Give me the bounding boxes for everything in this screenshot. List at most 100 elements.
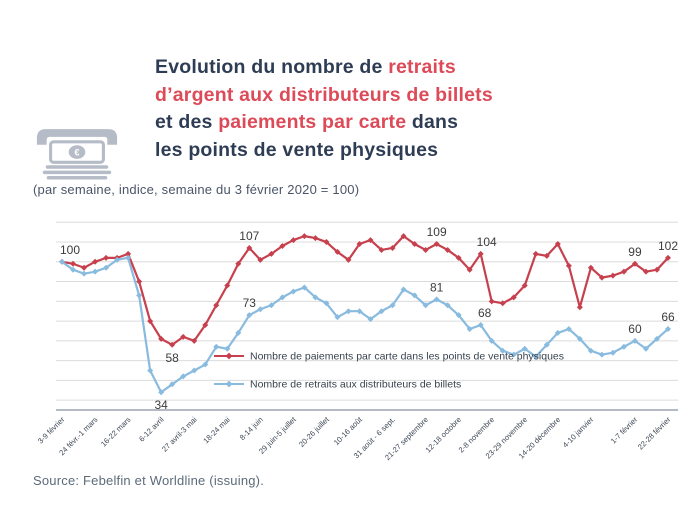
legend: Nombre de paiements par carte dans les p… (214, 351, 564, 391)
data-point-marker (312, 235, 319, 242)
data-point-marker (488, 298, 495, 305)
data-point-marker (158, 335, 165, 342)
x-tick-label: 4-10 janvier (561, 415, 596, 450)
note-stack-line-1 (45, 165, 109, 169)
data-point-marker (92, 258, 99, 265)
data-point-marker (587, 264, 594, 271)
data-point-marker (125, 250, 132, 257)
data-point-marker (290, 288, 297, 295)
data-point-marker (279, 242, 286, 249)
data-point-marker (235, 260, 242, 267)
data-point-marker (554, 241, 561, 248)
data-point-marker (70, 260, 77, 267)
data-point-marker (268, 250, 275, 257)
data-point-marker (136, 278, 143, 285)
data-point-marker (81, 270, 88, 277)
data-point-marker (620, 343, 627, 350)
data-point-marker (345, 256, 352, 263)
data-point-marker (268, 302, 275, 309)
data-point-marker (125, 254, 132, 261)
cash-slot-shape (36, 129, 118, 145)
data-point-marker (301, 284, 308, 291)
data-point-marker (246, 244, 253, 251)
data-point-label: 107 (239, 229, 259, 243)
data-point-label: 109 (427, 225, 447, 239)
title-segment: et des (155, 111, 219, 133)
page-title: Evolution du nombre de retraits d’argent … (155, 54, 615, 164)
data-point-marker (631, 260, 638, 267)
source-note: Source: Febelfin et Worldline (issuing). (33, 473, 265, 488)
data-point-label: 102 (658, 239, 678, 253)
data-point-marker (389, 244, 396, 251)
euro-emblem (68, 145, 86, 159)
x-tick-label: 6-12 avril (137, 415, 166, 444)
data-point-marker (510, 294, 517, 301)
data-point-marker (389, 302, 396, 309)
data-point-marker (587, 347, 594, 354)
data-point-marker (444, 246, 451, 253)
data-point-marker (488, 337, 495, 344)
x-tick-label: 18-24 mai (201, 415, 231, 445)
series-card-payments: 100 58 107 109 104 99 102 (59, 225, 678, 365)
title-line: les points de vente physiques (155, 137, 615, 165)
data-point-marker (202, 322, 209, 329)
data-point-marker (334, 248, 341, 255)
data-point-marker (136, 292, 143, 299)
data-point-marker (510, 351, 517, 358)
data-point-marker (356, 308, 363, 315)
data-point-marker (653, 266, 660, 273)
data-point-label: 60 (628, 322, 642, 336)
data-point-marker (499, 300, 506, 307)
x-tick-label: 10-16 août (332, 414, 365, 447)
note-stack-line-3 (46, 176, 108, 180)
data-point-marker (367, 237, 374, 244)
title-segment: les points de vente physiques (155, 138, 439, 161)
data-point-marker (301, 233, 308, 240)
data-point-marker (235, 329, 242, 336)
gridlines (56, 221, 678, 401)
data-point-marker (191, 337, 198, 344)
data-point-marker (411, 292, 418, 299)
data-point-label: 99 (628, 245, 642, 259)
data-point-marker (367, 316, 374, 323)
data-point-marker (521, 282, 528, 289)
title-line: d’argent aux distributeurs de billets (155, 82, 615, 110)
data-point-marker (114, 256, 121, 263)
data-point-marker (334, 314, 341, 321)
data-point-marker (433, 241, 440, 248)
data-point-marker (180, 373, 187, 380)
data-point-marker (81, 264, 88, 271)
data-point-marker (323, 239, 330, 246)
data-point-marker (191, 367, 198, 374)
x-tick-label: 27 avril-3 mai (160, 415, 199, 454)
data-point-label: 58 (166, 351, 180, 365)
series-line (60, 235, 670, 346)
data-point-marker (609, 349, 616, 356)
data-point-marker (466, 325, 473, 332)
data-point-marker (598, 351, 605, 358)
data-point-marker (59, 258, 65, 265)
note-stack-line-2 (42, 170, 112, 175)
x-tick-label: 16-22 mars (99, 415, 133, 449)
data-point-marker (312, 294, 319, 301)
data-point-marker (257, 256, 264, 263)
data-point-marker (532, 250, 539, 257)
legend-label: Nombre de paiements par carte dans les p… (250, 351, 564, 363)
data-point-marker (400, 286, 407, 293)
data-point-marker (521, 345, 528, 352)
x-tick-label: 1-7 février (609, 415, 640, 446)
evolution-chart: 100 58 107 109 104 99 102 34 73 81 68 60 66 3-9 févri… (36, 221, 678, 462)
legend-item-card-payments: Nombre de paiements par carte dans les p… (214, 351, 564, 363)
data-point-marker (147, 318, 154, 325)
data-point-marker (543, 252, 550, 259)
data-point-marker (620, 268, 627, 275)
data-point-marker (576, 335, 583, 342)
data-point-marker (598, 274, 605, 281)
data-point-marker (70, 266, 77, 273)
data-point-label: 66 (661, 310, 675, 324)
data-point-marker (609, 272, 616, 279)
legend-item-cash-withdrawals: Nombre de retraits aux distributeurs de … (214, 379, 461, 391)
data-point-marker (180, 333, 187, 340)
data-point-marker (665, 325, 671, 332)
